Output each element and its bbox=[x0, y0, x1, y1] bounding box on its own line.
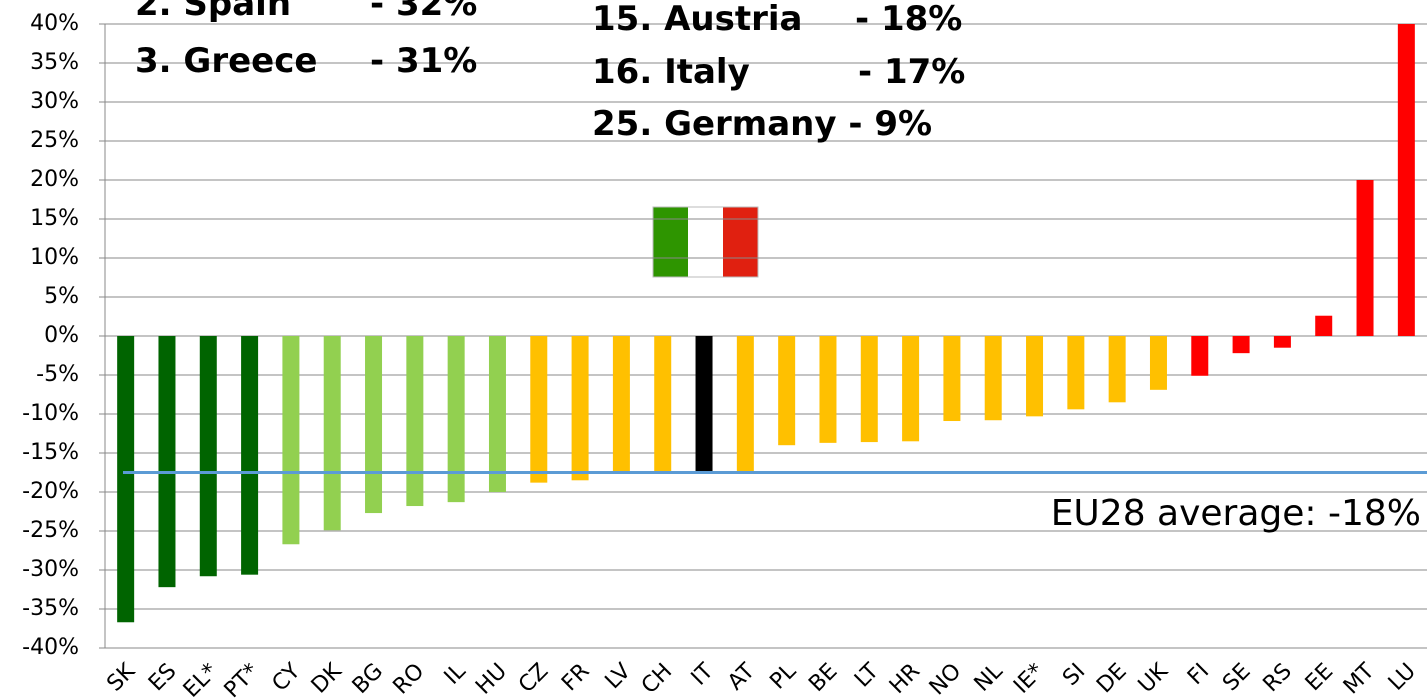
annotation: 16. Italy bbox=[592, 52, 750, 92]
annotation-value: - 31% bbox=[370, 41, 477, 81]
y-tick-label: 20% bbox=[30, 167, 79, 192]
x-tick-label: FI bbox=[1183, 659, 1214, 690]
bar bbox=[323, 336, 341, 531]
y-tick-label: -10% bbox=[22, 401, 79, 426]
y-tick-label: 5% bbox=[44, 284, 79, 309]
x-tick-label: EL* bbox=[179, 659, 223, 700]
x-tick-label: BG bbox=[348, 659, 388, 699]
x-tick-label: FR bbox=[557, 659, 594, 696]
y-tick-label: 30% bbox=[30, 89, 79, 114]
x-tick-label: EE bbox=[1301, 659, 1338, 696]
bar bbox=[695, 336, 713, 472]
x-tick-label: BE bbox=[804, 659, 842, 697]
x-tick-label: NL bbox=[970, 658, 1009, 697]
x-tick-label: UK bbox=[1134, 658, 1174, 698]
annotation-value: - 18% bbox=[855, 0, 962, 39]
bar bbox=[819, 336, 837, 443]
x-tick-label: CH bbox=[637, 659, 677, 699]
annotation: 2. Spain bbox=[135, 0, 291, 24]
bar bbox=[943, 336, 961, 422]
bar bbox=[365, 336, 383, 514]
bar bbox=[571, 336, 589, 481]
bar bbox=[447, 336, 465, 503]
italy-flag bbox=[652, 206, 759, 278]
bar bbox=[406, 336, 424, 507]
x-tick-label: LV bbox=[601, 659, 636, 694]
x-tick-label: LT bbox=[850, 658, 884, 692]
bar bbox=[241, 336, 259, 575]
x-tick-label: DE bbox=[1092, 659, 1131, 698]
y-tick-label: -20% bbox=[22, 479, 79, 504]
x-tick-label: PT* bbox=[220, 659, 264, 700]
x-tick-label: SI bbox=[1058, 659, 1090, 691]
bar bbox=[736, 336, 754, 472]
x-tick-label: SK bbox=[102, 658, 140, 696]
x-tick-label: ES bbox=[144, 659, 181, 696]
y-tick-label: 40% bbox=[30, 11, 79, 36]
x-tick-label: IL bbox=[440, 658, 471, 689]
bar bbox=[1108, 336, 1126, 403]
bar bbox=[1315, 315, 1333, 336]
bar bbox=[117, 336, 135, 623]
x-tick-label: RS bbox=[1259, 659, 1297, 697]
annotation-value: - 17% bbox=[858, 52, 965, 92]
y-tick-label: 0% bbox=[44, 323, 79, 348]
x-tick-label: RO bbox=[389, 659, 430, 700]
bar bbox=[158, 336, 176, 588]
bar bbox=[902, 336, 920, 442]
y-tick-label: -35% bbox=[22, 596, 79, 621]
y-tick-label: -30% bbox=[22, 557, 79, 582]
bar bbox=[778, 336, 796, 446]
x-tick-label: NO bbox=[925, 659, 967, 700]
y-tick-label: 15% bbox=[30, 206, 79, 231]
x-tick-label: CY bbox=[268, 658, 306, 696]
bar bbox=[1232, 336, 1250, 354]
x-tick-label: SE bbox=[1218, 659, 1255, 696]
bar bbox=[1026, 336, 1044, 417]
average-label: EU28 average: -18% bbox=[1051, 493, 1421, 534]
bar bbox=[282, 336, 300, 545]
x-tick-label: LU bbox=[1384, 659, 1421, 696]
bar bbox=[984, 336, 1002, 421]
bar bbox=[612, 336, 630, 472]
bar bbox=[1273, 336, 1291, 348]
annotation-value: - 32% bbox=[370, 0, 477, 24]
annotation: 25. Germany - 9% bbox=[592, 104, 932, 144]
bar bbox=[530, 336, 548, 483]
y-tick-label: -25% bbox=[22, 518, 79, 543]
x-tick-label: DK bbox=[307, 658, 347, 698]
bar bbox=[860, 336, 878, 443]
y-tick-label: -15% bbox=[22, 440, 79, 465]
x-tick-label: MT bbox=[1339, 658, 1380, 699]
x-tick-label: AT bbox=[723, 658, 760, 695]
y-tick-label: 35% bbox=[30, 50, 79, 75]
bar bbox=[1191, 336, 1209, 376]
x-tick-label: IT bbox=[687, 658, 719, 690]
bar bbox=[654, 336, 672, 472]
y-tick-label: 10% bbox=[30, 245, 79, 270]
bar bbox=[199, 336, 217, 577]
annotation: 15. Austria bbox=[592, 0, 802, 39]
x-tick-label: HU bbox=[471, 659, 512, 700]
bar bbox=[488, 336, 506, 492]
x-tick-label: HR bbox=[885, 659, 925, 699]
bar bbox=[1397, 24, 1415, 336]
x-tick-label: CZ bbox=[514, 659, 553, 698]
y-tick-label: -40% bbox=[22, 635, 79, 660]
y-tick-label: 25% bbox=[30, 128, 79, 153]
bar bbox=[1149, 336, 1167, 390]
annotation: 3. Greece bbox=[135, 41, 317, 81]
bar bbox=[1356, 180, 1374, 336]
x-tick-label: PL bbox=[765, 658, 801, 694]
x-tick-label: IE* bbox=[1009, 659, 1049, 699]
bar bbox=[1067, 336, 1085, 410]
y-tick-label: -5% bbox=[36, 362, 79, 387]
